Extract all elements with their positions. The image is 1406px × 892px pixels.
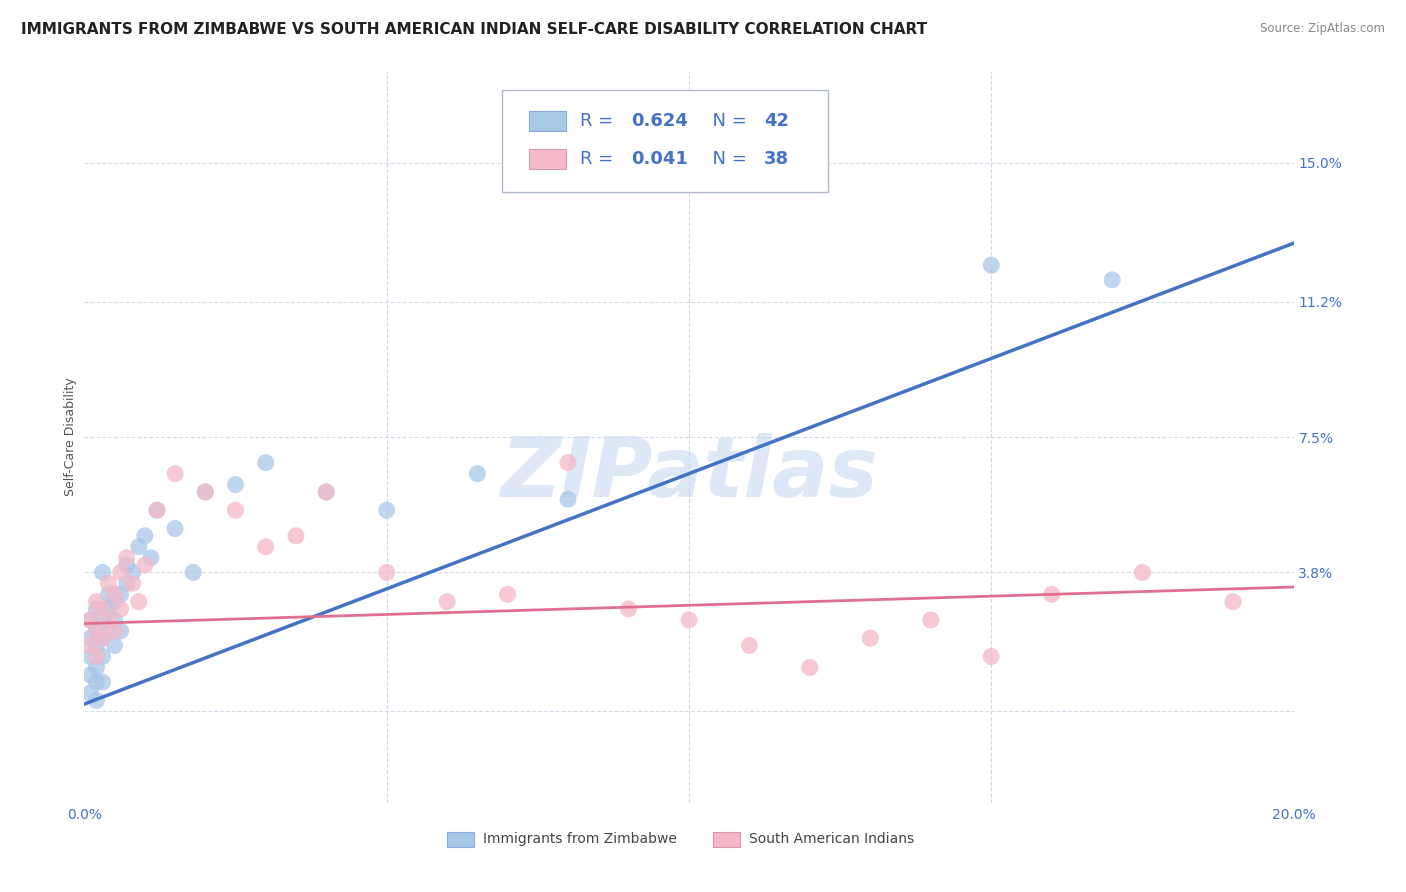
Text: 42: 42 — [763, 112, 789, 130]
Point — [254, 456, 277, 470]
FancyBboxPatch shape — [447, 832, 474, 847]
Point — [194, 485, 217, 500]
Point — [980, 258, 1002, 272]
Point — [86, 639, 108, 653]
Point — [1101, 273, 1123, 287]
Point — [104, 624, 127, 638]
Point — [91, 632, 114, 646]
Point — [97, 576, 120, 591]
Point — [86, 624, 108, 638]
Point — [617, 602, 640, 616]
Point — [91, 649, 114, 664]
Point — [980, 649, 1002, 664]
Point — [97, 602, 120, 616]
Text: ZIPatlas: ZIPatlas — [501, 434, 877, 514]
Point — [165, 521, 187, 535]
Point — [86, 675, 108, 690]
Text: R =: R = — [581, 150, 619, 168]
Point — [110, 624, 132, 638]
Point — [79, 613, 101, 627]
Point — [165, 467, 187, 481]
Point — [738, 639, 761, 653]
Point — [859, 632, 882, 646]
Point — [436, 594, 458, 608]
Point — [225, 477, 247, 491]
Point — [86, 624, 108, 638]
Point — [79, 686, 101, 700]
Point — [86, 660, 108, 674]
Point — [115, 576, 138, 591]
Text: R =: R = — [581, 112, 619, 130]
Point — [104, 613, 127, 627]
Point — [91, 566, 114, 580]
Point — [104, 639, 127, 653]
Point — [920, 613, 942, 627]
Point — [557, 456, 579, 470]
Point — [91, 613, 114, 627]
Text: 0.624: 0.624 — [631, 112, 688, 130]
Text: 38: 38 — [763, 150, 789, 168]
Point — [86, 594, 108, 608]
Point — [97, 587, 120, 601]
Point — [496, 587, 519, 601]
Text: Source: ZipAtlas.com: Source: ZipAtlas.com — [1260, 22, 1385, 36]
Point — [315, 485, 337, 500]
Point — [799, 660, 821, 674]
Text: 0.041: 0.041 — [631, 150, 688, 168]
Point — [86, 693, 108, 707]
Text: Immigrants from Zimbabwe: Immigrants from Zimbabwe — [484, 832, 678, 847]
Point — [97, 613, 120, 627]
Point — [128, 594, 150, 608]
Point — [110, 587, 132, 601]
Point — [79, 667, 101, 681]
Point — [115, 550, 138, 565]
Text: N =: N = — [702, 150, 752, 168]
Y-axis label: Self-Care Disability: Self-Care Disability — [65, 377, 77, 497]
Point — [139, 550, 162, 565]
Point — [115, 558, 138, 573]
Point — [104, 594, 127, 608]
FancyBboxPatch shape — [529, 111, 565, 131]
Point — [1040, 587, 1063, 601]
Point — [315, 485, 337, 500]
FancyBboxPatch shape — [713, 832, 740, 847]
Point — [110, 566, 132, 580]
Point — [121, 576, 143, 591]
Point — [181, 566, 204, 580]
Point — [91, 675, 114, 690]
Text: South American Indians: South American Indians — [749, 832, 914, 847]
Point — [134, 558, 156, 573]
Point — [375, 566, 398, 580]
Point — [91, 632, 114, 646]
Point — [91, 602, 114, 616]
FancyBboxPatch shape — [502, 90, 828, 192]
Point — [86, 649, 108, 664]
Point — [678, 613, 700, 627]
Point — [79, 632, 101, 646]
Point — [128, 540, 150, 554]
Point — [146, 503, 169, 517]
Point — [1130, 566, 1153, 580]
Point — [110, 602, 132, 616]
Point — [557, 492, 579, 507]
Point — [467, 467, 489, 481]
Point — [285, 529, 308, 543]
Text: IMMIGRANTS FROM ZIMBABWE VS SOUTH AMERICAN INDIAN SELF-CARE DISABILITY CORRELATI: IMMIGRANTS FROM ZIMBABWE VS SOUTH AMERIC… — [21, 22, 927, 37]
Point — [79, 639, 101, 653]
Point — [86, 602, 108, 616]
Point — [1222, 594, 1244, 608]
Point — [104, 587, 127, 601]
Point — [121, 566, 143, 580]
Point — [254, 540, 277, 554]
Point — [79, 649, 101, 664]
Point — [97, 624, 120, 638]
FancyBboxPatch shape — [529, 149, 565, 169]
Point — [225, 503, 247, 517]
Point — [194, 485, 217, 500]
Point — [375, 503, 398, 517]
Point — [146, 503, 169, 517]
Point — [79, 613, 101, 627]
Text: N =: N = — [702, 112, 752, 130]
Point — [134, 529, 156, 543]
